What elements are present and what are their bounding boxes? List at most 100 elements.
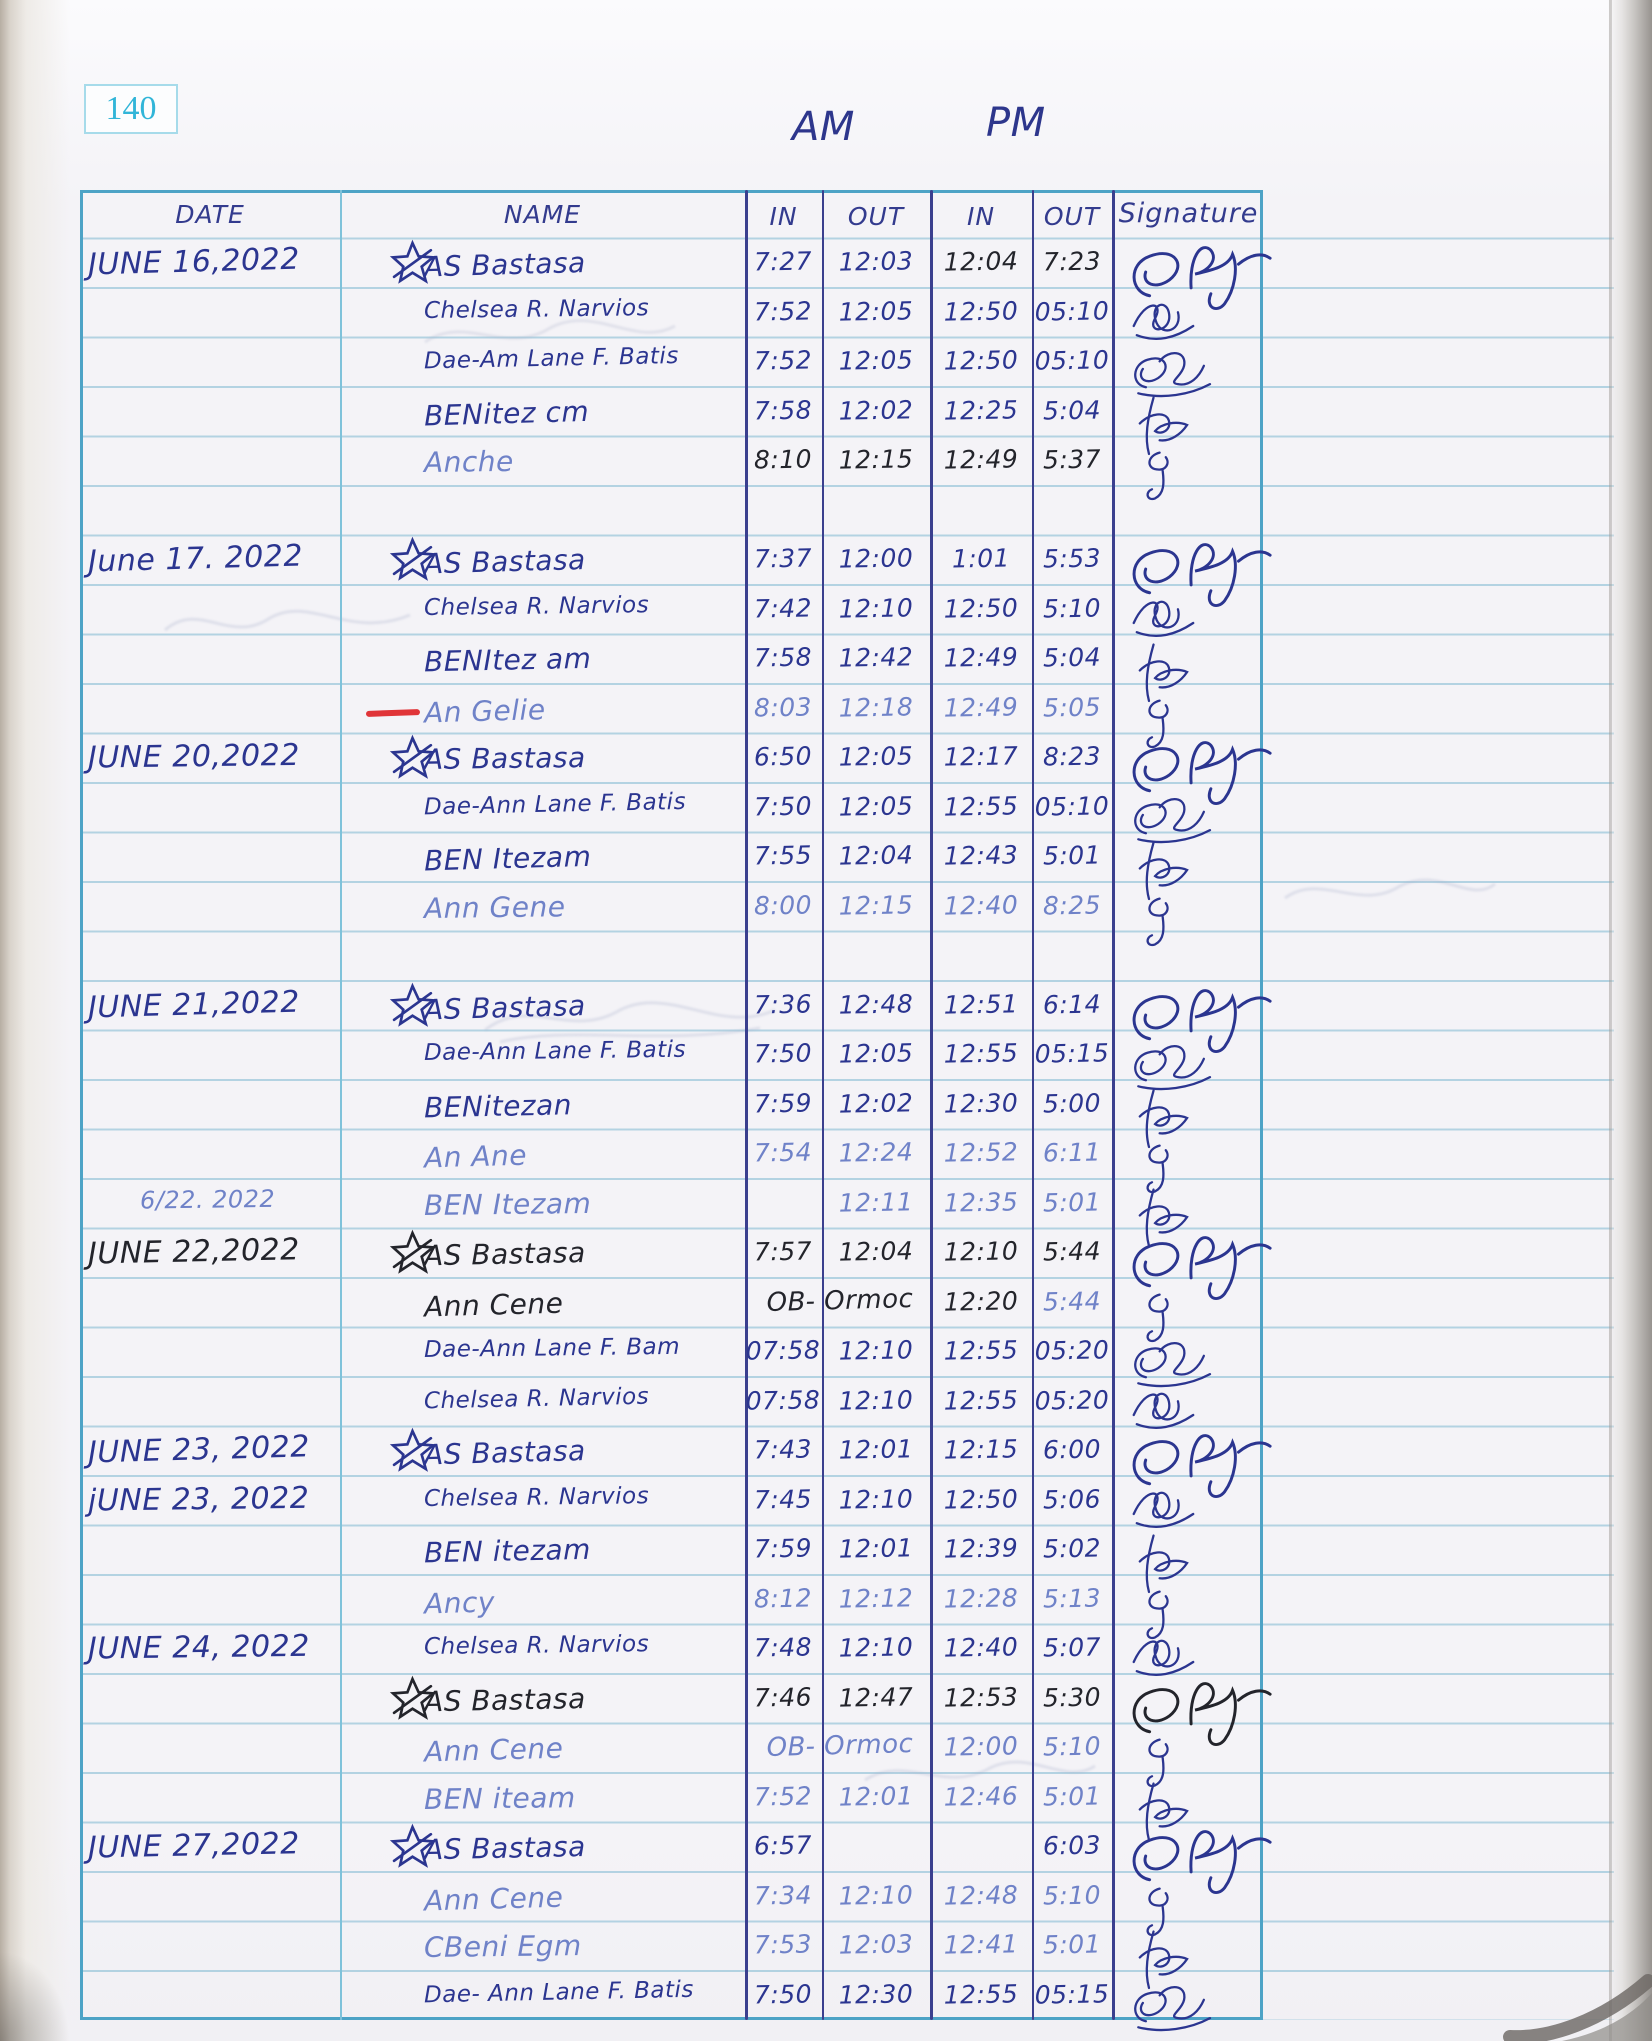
column-divider-pmin-pmout	[1032, 190, 1034, 2020]
time-am-in: 7:50	[753, 1978, 813, 2010]
time-pm-in: 12:50	[943, 345, 1019, 376]
entry-name: BEN Itezam	[423, 1186, 592, 1222]
time-am-out: 12:05	[838, 295, 914, 327]
time-am-out: 12:10	[838, 1879, 914, 1911]
page-corner-smudge	[0, 1951, 70, 2041]
time-am-in: 7:43	[753, 1434, 813, 1465]
time-am-in: 6:50	[753, 741, 813, 772]
column-divider-amin-amout	[822, 190, 824, 2020]
time-am-in: 7:59	[753, 1533, 813, 1564]
time-am-out: 12:01	[838, 1533, 914, 1564]
time-am-out: 12:47	[838, 1681, 914, 1713]
time-am-out: 12:10	[838, 1483, 914, 1515]
page-right-edge	[1608, 0, 1652, 2041]
time-pm-out: 5:53	[1042, 543, 1102, 574]
attendance-table-frame	[80, 190, 1263, 2020]
time-am-out: 12:05	[838, 790, 914, 822]
time-pm-out: 5:01	[1042, 840, 1102, 871]
time-am-out: 12:48	[838, 988, 914, 1020]
time-pm-in: 12:04	[943, 246, 1019, 277]
time-am-in: 7:48	[753, 1632, 813, 1663]
time-am-in: 07:58	[745, 1335, 821, 1366]
time-am-out: 12:05	[838, 345, 914, 376]
signature-mark	[1134, 1342, 1212, 1388]
time-pm-in: 12:40	[943, 889, 1019, 921]
time-pm-out: 05:10	[1034, 345, 1110, 376]
time-am-out: 12:10	[838, 592, 914, 624]
signature-mark	[1134, 1045, 1212, 1091]
time-pm-out: 5:00	[1042, 1087, 1102, 1119]
signature-mark	[1132, 246, 1272, 310]
time-am-out: 12:15	[838, 444, 914, 475]
time-am-in: 8:10	[753, 444, 813, 475]
time-pm-out: 5:44	[1042, 1285, 1102, 1317]
entry-name: BENItez am	[423, 641, 592, 679]
header-name: NAME	[503, 200, 582, 229]
entry-name: AS Bastasa	[423, 1681, 587, 1718]
column-divider-date-name	[340, 190, 342, 2020]
page-number: 140	[84, 84, 178, 134]
time-pm-in: 12:55	[943, 1038, 1019, 1069]
entry-note: OB- Ormoc	[766, 1283, 914, 1318]
time-pm-out: 5:06	[1042, 1483, 1102, 1515]
monogram-star-icon	[389, 1823, 437, 1868]
time-am-out: 12:01	[838, 1780, 914, 1812]
time-am-in: 7:42	[753, 592, 813, 624]
time-pm-in: 12:55	[943, 1978, 1019, 2010]
header-am-in: IN	[769, 202, 798, 231]
time-pm-in: 12:52	[943, 1137, 1019, 1168]
entry-name: Chelsea R. Narvios	[423, 1482, 650, 1512]
monogram-star-icon	[389, 1229, 437, 1274]
time-pm-in: 12:15	[943, 1434, 1019, 1465]
time-am-out: 12:05	[838, 1038, 914, 1069]
entry-name: AS Bastasa	[423, 740, 586, 776]
signature-mark	[1138, 1187, 1189, 1247]
time-am-in: 7:59	[753, 1087, 813, 1119]
time-am-out: 12:02	[838, 1087, 914, 1119]
signature-mark	[1132, 543, 1272, 607]
entry-date: JUNE 16,2022	[87, 241, 301, 283]
entry-date: JUNE 27,2022	[87, 1826, 301, 1866]
time-am-in: 7:50	[753, 1038, 813, 1069]
bleedthrough-mark	[864, 1760, 1096, 1782]
time-pm-in: 12:25	[943, 394, 1019, 426]
time-pm-in: 12:50	[943, 592, 1019, 624]
bleedthrough-mark	[484, 1001, 776, 1044]
time-pm-out: 5:44	[1042, 1236, 1102, 1267]
time-pm-in: 12:10	[943, 1236, 1019, 1267]
signature-mark	[1146, 451, 1169, 501]
entry-name: Chelsea R. Narvios	[423, 1631, 650, 1660]
time-pm-out: 05:10	[1034, 790, 1110, 822]
time-pm-out: 5:30	[1042, 1681, 1102, 1713]
signature-mark	[1138, 643, 1189, 703]
entry-name: Chelsea R. Narvios	[423, 591, 650, 621]
time-pm-out: 05:15	[1034, 1038, 1110, 1069]
entry-name: BEN iteam	[423, 1780, 576, 1816]
signature-mark	[1138, 1781, 1189, 1841]
time-pm-in: 12:49	[943, 691, 1019, 723]
time-pm-in: 12:55	[943, 1384, 1019, 1416]
time-am-in: 7:58	[753, 642, 813, 673]
signature-mark	[1146, 699, 1169, 748]
signature-mark	[1134, 1985, 1212, 2031]
entry-date: JUNE 22,2022	[87, 1232, 301, 1272]
time-am-out: 12:11	[838, 1186, 914, 1218]
time-pm-out: 6:14	[1042, 988, 1102, 1020]
time-pm-in: 12:51	[943, 988, 1019, 1020]
column-divider-pmout-signature	[1112, 190, 1115, 2020]
entry-name: CBeni Egm	[423, 1929, 582, 1964]
entry-date: JUNE 20,2022	[87, 737, 301, 776]
bleedthrough-mark	[1284, 878, 1496, 900]
time-am-out: 12:04	[838, 1236, 914, 1267]
time-am-in: 7:45	[753, 1483, 813, 1515]
bleedthrough-mark	[164, 609, 411, 632]
time-am-in: 6:57	[753, 1830, 813, 1861]
time-pm-out: 5:10	[1042, 1731, 1102, 1762]
signature-mark	[1132, 1639, 1195, 1676]
time-pm-out: 5:13	[1042, 1582, 1102, 1614]
time-pm-in: 12:43	[943, 840, 1019, 871]
time-am-in: 7:55	[753, 840, 813, 871]
red-underline	[365, 708, 421, 717]
time-pm-out: 5:07	[1042, 1632, 1102, 1663]
